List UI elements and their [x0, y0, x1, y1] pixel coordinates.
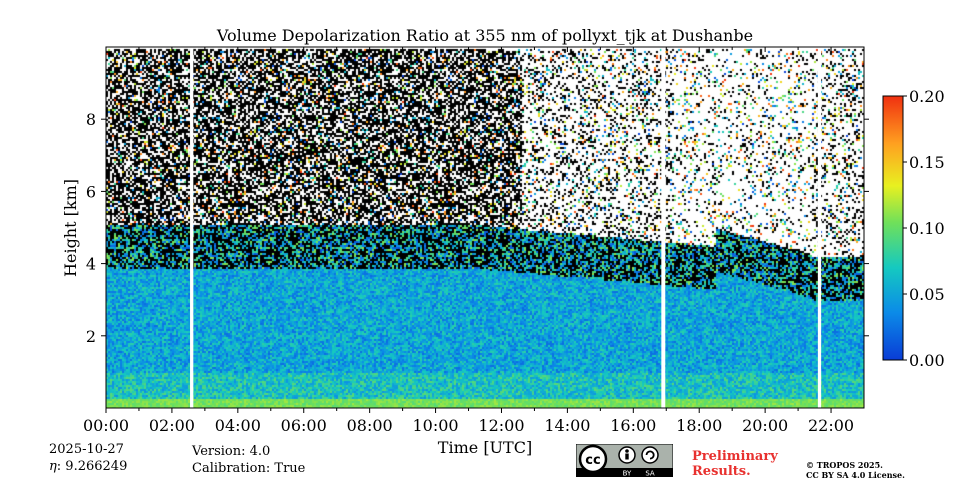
cc-logo-icon	[578, 444, 608, 474]
plot-frame	[105, 46, 865, 409]
by-person-head	[625, 449, 629, 453]
preliminary-line-2: Results.	[692, 464, 751, 479]
colorbar-tick-label: 0.05	[909, 285, 945, 304]
copyright-line-2: CC BY SA 4.0 License.	[806, 470, 905, 480]
copyright-notice: © TROPOS 2025. CC BY SA 4.0 License.	[806, 460, 905, 480]
eta-value: : 9.266249	[56, 459, 128, 474]
data-gaps	[190, 47, 822, 408]
y-tick-label: 4	[86, 255, 96, 274]
colorbar-tick-label: 0.10	[909, 219, 945, 238]
plot-area	[105, 46, 865, 409]
data-gap	[190, 47, 194, 408]
y-axis-label: Height [km]	[61, 179, 80, 277]
x-tick-label: 00:00	[83, 416, 129, 435]
sa-share-arrow	[645, 450, 655, 460]
by-label: BY	[623, 470, 632, 478]
eta-symbol: η	[49, 459, 57, 474]
x-tick-label: 02:00	[149, 416, 195, 435]
colorbar-gradient	[882, 95, 904, 361]
x-tick-label: 20:00	[742, 416, 788, 435]
sa-share-icon	[641, 446, 659, 464]
date-text: 2025-10-27	[49, 442, 124, 457]
colorbar: 0.00 0.05 0.10 0.15 0.20	[882, 87, 945, 370]
depolarization-heatmap	[106, 47, 864, 408]
calibration-text: Calibration: True	[192, 461, 306, 476]
cc-logo-text: cc	[585, 453, 600, 468]
sa-label: SA	[645, 470, 655, 478]
heatmap-raster	[106, 47, 864, 408]
x-tick-label: 16:00	[610, 416, 656, 435]
x-tick-label: 12:00	[478, 416, 524, 435]
x-tick-label: 10:00	[413, 416, 459, 435]
y-tick-label: 8	[86, 110, 96, 129]
copyright-line-1: © TROPOS 2025.	[806, 460, 883, 470]
x-tick-label: 22:00	[808, 416, 854, 435]
info-version-block: Version: 4.0 Calibration: True	[192, 443, 305, 477]
colorbar-tick-label: 0.00	[909, 351, 945, 370]
colorbar-tick-label: 0.20	[909, 87, 945, 106]
x-tick-label: 18:00	[676, 416, 722, 435]
x-tick-label: 08:00	[347, 416, 393, 435]
cc-by-sa-badge: cc BY SA	[576, 444, 673, 477]
preliminary-notice: Preliminary Results.	[692, 449, 778, 479]
y-tick-label: 6	[86, 182, 96, 201]
eta-row: η: 9.266249	[49, 458, 127, 475]
x-tick-label: 06:00	[281, 416, 327, 435]
info-date-block: 2025-10-27 η: 9.266249	[49, 441, 127, 475]
y-tick-label: 2	[86, 327, 96, 346]
version-text: Version: 4.0	[192, 444, 271, 459]
by-person-body	[625, 453, 629, 460]
chart-title: Volume Depolarization Ratio at 355 nm of…	[216, 26, 753, 45]
data-gap	[817, 47, 822, 408]
preliminary-line-1: Preliminary	[692, 449, 778, 464]
x-axis-label: Time [UTC]	[438, 438, 532, 457]
data-gap	[661, 47, 666, 408]
y-axis: 2 4 6 8	[86, 110, 869, 346]
x-tick-label: 04:00	[215, 416, 261, 435]
colorbar-tick-label: 0.15	[909, 153, 945, 172]
badge-strip	[576, 468, 673, 477]
x-tick-label: 14:00	[544, 416, 590, 435]
colorbar-ticks: 0.00 0.05 0.10 0.15 0.20	[903, 87, 945, 370]
x-axis: 00:00 02:00 04:00 06:00 08:00 10:00 12:00 14:00…	[83, 47, 854, 435]
